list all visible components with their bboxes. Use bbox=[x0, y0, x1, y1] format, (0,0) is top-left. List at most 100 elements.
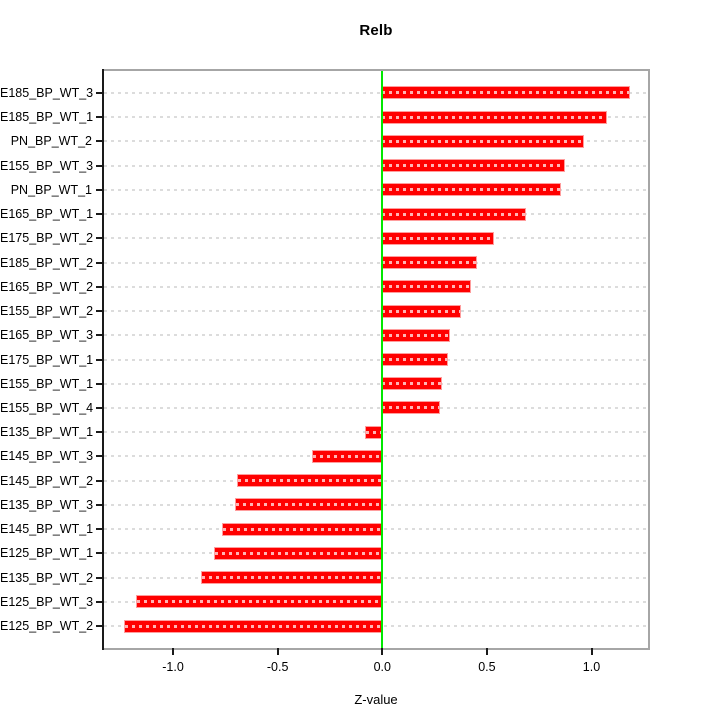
bar-dash-overlay bbox=[382, 91, 630, 95]
bar-dash-overlay bbox=[124, 624, 383, 628]
bar bbox=[382, 232, 494, 244]
bar-dash-overlay bbox=[382, 309, 460, 313]
y-tick bbox=[96, 455, 104, 458]
bar bbox=[382, 378, 441, 390]
gridline bbox=[104, 237, 648, 240]
y-tick bbox=[96, 164, 104, 167]
y-tick bbox=[96, 310, 104, 312]
y-tick-label: E155_BP_WT_3 bbox=[0, 158, 94, 173]
bar-dash-overlay bbox=[382, 261, 477, 265]
zero-reference-line bbox=[381, 71, 384, 648]
y-tick-label: E135_BP_WT_2 bbox=[0, 570, 94, 585]
bar bbox=[382, 402, 439, 414]
bar bbox=[313, 450, 383, 462]
gridline bbox=[104, 140, 648, 143]
gridline bbox=[104, 213, 648, 216]
y-tick-label: E145_BP_WT_2 bbox=[0, 473, 94, 488]
x-tick-label: -1.0 bbox=[162, 660, 184, 674]
bar bbox=[382, 160, 565, 172]
bar bbox=[237, 475, 383, 487]
y-tick bbox=[96, 382, 104, 385]
bar bbox=[235, 499, 383, 511]
gridline bbox=[104, 334, 648, 337]
y-tick bbox=[96, 479, 104, 482]
bar-dash-overlay bbox=[365, 430, 383, 434]
bar-dash-overlay bbox=[382, 406, 439, 410]
x-tick bbox=[172, 648, 175, 655]
bar-dash-overlay bbox=[382, 236, 494, 240]
y-tick-label: E155_BP_WT_2 bbox=[0, 304, 94, 318]
y-tick-label: E125_BP_WT_3 bbox=[0, 594, 94, 609]
y-tick bbox=[96, 116, 104, 119]
y-tick bbox=[96, 576, 104, 579]
gridline bbox=[104, 358, 648, 361]
y-tick-label: E175_BP_WT_2 bbox=[0, 231, 94, 246]
bar bbox=[382, 257, 477, 269]
y-tick bbox=[96, 406, 104, 409]
y-tick bbox=[96, 91, 104, 94]
bar-dash-overlay bbox=[223, 527, 383, 531]
bar bbox=[202, 572, 383, 584]
bar bbox=[382, 184, 561, 196]
bar-dash-overlay bbox=[382, 358, 448, 361]
gridline bbox=[104, 310, 648, 312]
gridline bbox=[104, 164, 648, 167]
gridline bbox=[104, 406, 648, 409]
gridline bbox=[104, 285, 648, 288]
gridline bbox=[104, 91, 648, 94]
y-tick-label: E175_BP_WT_1 bbox=[0, 352, 94, 367]
y-tick bbox=[96, 285, 104, 288]
y-tick bbox=[96, 334, 104, 337]
bar-dash-overlay bbox=[313, 454, 383, 458]
y-tick-label: E135_BP_WT_3 bbox=[0, 497, 94, 512]
y-tick bbox=[96, 261, 104, 264]
bar-dash-overlay bbox=[202, 576, 383, 580]
bar bbox=[365, 426, 383, 438]
y-tick bbox=[96, 213, 104, 216]
bar-dash-overlay bbox=[237, 479, 383, 483]
y-tick bbox=[96, 431, 104, 434]
y-tick-label: E125_BP_WT_1 bbox=[0, 546, 94, 561]
bar bbox=[214, 547, 383, 559]
bar-dash-overlay bbox=[137, 600, 383, 604]
bar bbox=[382, 111, 607, 123]
bar-dash-overlay bbox=[382, 139, 584, 143]
x-tick bbox=[276, 648, 279, 655]
bar-dash-overlay bbox=[382, 115, 607, 119]
gridline bbox=[104, 188, 648, 191]
x-tick-label: 1.0 bbox=[582, 660, 601, 674]
y-tick bbox=[96, 358, 104, 361]
gridline bbox=[104, 116, 648, 119]
y-tick-label: E185_BP_WT_2 bbox=[0, 255, 94, 270]
chart-title: Relb bbox=[359, 22, 393, 39]
x-tick-label: 0.5 bbox=[478, 660, 496, 674]
bar-dash-overlay bbox=[382, 188, 561, 192]
bar bbox=[137, 596, 383, 608]
x-tick bbox=[485, 648, 488, 655]
bar-dash-overlay bbox=[235, 503, 383, 507]
y-tick-label: E135_BP_WT_1 bbox=[0, 425, 94, 440]
y-tick bbox=[96, 503, 104, 506]
y-tick bbox=[96, 552, 104, 555]
bar bbox=[382, 305, 460, 317]
y-tick-label: E165_BP_WT_2 bbox=[0, 279, 94, 294]
y-tick-label: E185_BP_WT_1 bbox=[0, 110, 94, 125]
y-tick-label: E165_BP_WT_1 bbox=[0, 207, 94, 222]
plot-area bbox=[102, 69, 650, 650]
x-tick bbox=[590, 648, 593, 655]
x-tick-label: 0.0 bbox=[373, 660, 391, 674]
y-tick-label: E145_BP_WT_3 bbox=[0, 449, 94, 464]
bar bbox=[382, 208, 525, 220]
bar bbox=[382, 87, 630, 99]
y-tick-label: PN_BP_WT_1 bbox=[10, 182, 92, 197]
y-tick-label: E185_BP_WT_3 bbox=[0, 85, 94, 100]
x-axis-label: Z-value bbox=[354, 692, 398, 707]
y-tick bbox=[96, 528, 104, 531]
bar-dash-overlay bbox=[382, 164, 565, 168]
y-tick bbox=[96, 625, 104, 628]
gridline bbox=[104, 382, 648, 385]
bar bbox=[124, 620, 383, 632]
bar bbox=[382, 281, 471, 293]
y-tick bbox=[96, 237, 104, 240]
